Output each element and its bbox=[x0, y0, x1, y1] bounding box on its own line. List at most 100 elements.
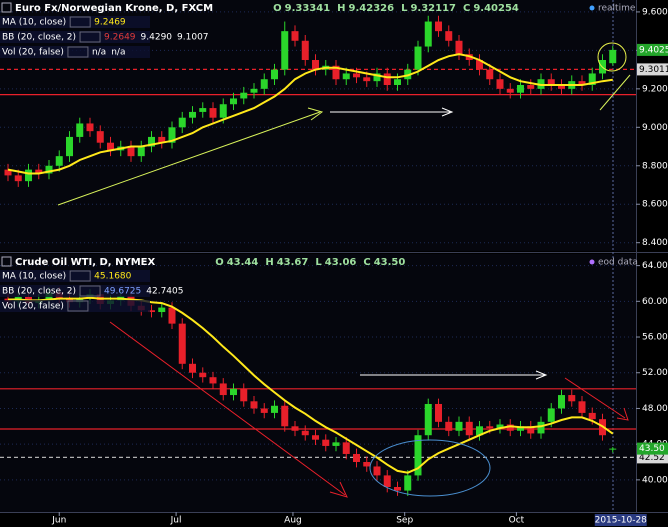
candle-body bbox=[199, 108, 207, 112]
collapse-icon bbox=[1, 2, 12, 13]
ohlc-value: 9.33341 bbox=[285, 3, 331, 14]
level-label-box bbox=[637, 63, 668, 76]
panel-title: Euro Fx/Norwegian Krone, D, FXCM bbox=[15, 3, 213, 14]
candle-body bbox=[230, 98, 237, 105]
arrow-head bbox=[616, 407, 629, 421]
candle-body bbox=[4, 169, 12, 176]
x-tick-label: Jul bbox=[170, 516, 182, 526]
candle-body bbox=[373, 73, 381, 82]
candle-body bbox=[45, 165, 53, 174]
legend-value: n/a bbox=[111, 48, 125, 58]
ohlc-letter: H bbox=[337, 3, 345, 14]
legend-bg bbox=[0, 31, 150, 43]
ohlc-value: 9.42326 bbox=[349, 3, 395, 14]
legend-buttons bbox=[69, 270, 91, 282]
legend-buttons bbox=[79, 31, 101, 43]
candle-body bbox=[476, 60, 483, 70]
ohlc-letter: O bbox=[273, 3, 282, 14]
candle-body bbox=[547, 408, 555, 422]
candle-body bbox=[178, 323, 186, 364]
candle-body bbox=[476, 426, 483, 436]
candle-body bbox=[14, 175, 22, 182]
candle-body bbox=[363, 462, 371, 467]
level-label: 9.3011 bbox=[639, 65, 668, 75]
candle-body bbox=[35, 169, 43, 174]
current-date: 2015-10-28 bbox=[595, 516, 648, 526]
candle-body bbox=[148, 136, 155, 147]
legend-bg bbox=[0, 270, 150, 282]
candle-body bbox=[219, 383, 227, 396]
candle-body bbox=[383, 73, 391, 85]
last-price-label: 43.50 bbox=[639, 444, 665, 454]
y-tick-label: 64.00 bbox=[642, 261, 668, 271]
ohlc-letter: L bbox=[315, 257, 322, 268]
arrow-head bbox=[441, 107, 454, 117]
legend-bg bbox=[0, 46, 150, 58]
legend-buttons bbox=[67, 300, 89, 312]
status-dot bbox=[589, 259, 595, 265]
candle-body bbox=[383, 475, 391, 488]
candle-body bbox=[609, 49, 617, 64]
candle-body bbox=[424, 403, 432, 436]
candle-body bbox=[168, 127, 176, 143]
ma-line bbox=[7, 53, 613, 175]
legend-name: BB (20, close, 2) bbox=[2, 287, 76, 297]
candle-body bbox=[363, 77, 371, 82]
y-tick-label: 60.00 bbox=[642, 297, 668, 307]
candle-body bbox=[394, 79, 401, 85]
y-tick-label: 8.6000 bbox=[642, 200, 668, 210]
candle-body bbox=[578, 401, 586, 413]
candle-body bbox=[506, 88, 514, 93]
candle-body bbox=[148, 310, 155, 313]
legend-value: 9.4290 bbox=[141, 33, 173, 43]
candle-body bbox=[404, 475, 412, 491]
candle-body bbox=[240, 388, 248, 402]
candle-body bbox=[588, 412, 596, 420]
candle-body bbox=[250, 88, 258, 93]
candle-body bbox=[250, 401, 258, 409]
up-arrow bbox=[599, 74, 631, 111]
candle-body bbox=[445, 421, 453, 431]
legend-value: 49.6725 bbox=[104, 287, 141, 297]
x-tick-label: Oct bbox=[509, 516, 525, 526]
highlight-circle bbox=[597, 42, 627, 72]
candle-body bbox=[496, 424, 504, 429]
candle-body bbox=[86, 123, 94, 132]
candle-body bbox=[496, 79, 504, 89]
ohlc-letter: H bbox=[265, 257, 273, 268]
candle-body bbox=[558, 395, 565, 409]
candle-body bbox=[558, 85, 565, 89]
down-arrow bbox=[564, 377, 626, 419]
candle-body bbox=[517, 426, 524, 431]
candle-body bbox=[301, 430, 309, 436]
candle-body bbox=[137, 146, 145, 157]
ohlc-letter: C bbox=[363, 257, 370, 268]
ohlc-value: 43.06 bbox=[325, 257, 357, 268]
legend-buttons bbox=[69, 16, 91, 28]
candle-body bbox=[486, 69, 494, 80]
ohlc-value: 9.32117 bbox=[410, 3, 456, 14]
last-price-box bbox=[637, 43, 668, 56]
ohlc-value: 43.50 bbox=[374, 257, 406, 268]
x-tick-label: Sep bbox=[396, 516, 413, 526]
trend-arrow bbox=[57, 111, 321, 206]
status-dot bbox=[589, 5, 595, 11]
y-tick-label: 9.6000 bbox=[642, 7, 668, 17]
candle-body bbox=[445, 31, 453, 41]
candle-body bbox=[281, 405, 289, 427]
candle-body bbox=[353, 73, 360, 78]
legend-buttons bbox=[79, 285, 101, 297]
ohlc-letter: O bbox=[215, 257, 224, 268]
candle-body bbox=[455, 40, 463, 55]
candle-body bbox=[517, 85, 524, 93]
panel-title: Crude Oil WTI, D, NYMEX bbox=[15, 257, 155, 268]
candle-body bbox=[189, 111, 196, 118]
y-tick-label: 8.4000 bbox=[642, 238, 668, 248]
candle-body bbox=[414, 435, 422, 476]
candle-body bbox=[209, 108, 217, 118]
candle-body bbox=[291, 426, 299, 431]
candle-body bbox=[312, 60, 319, 70]
legend-bg bbox=[0, 16, 150, 28]
candle-body bbox=[435, 21, 442, 32]
legend-buttons bbox=[67, 46, 89, 58]
